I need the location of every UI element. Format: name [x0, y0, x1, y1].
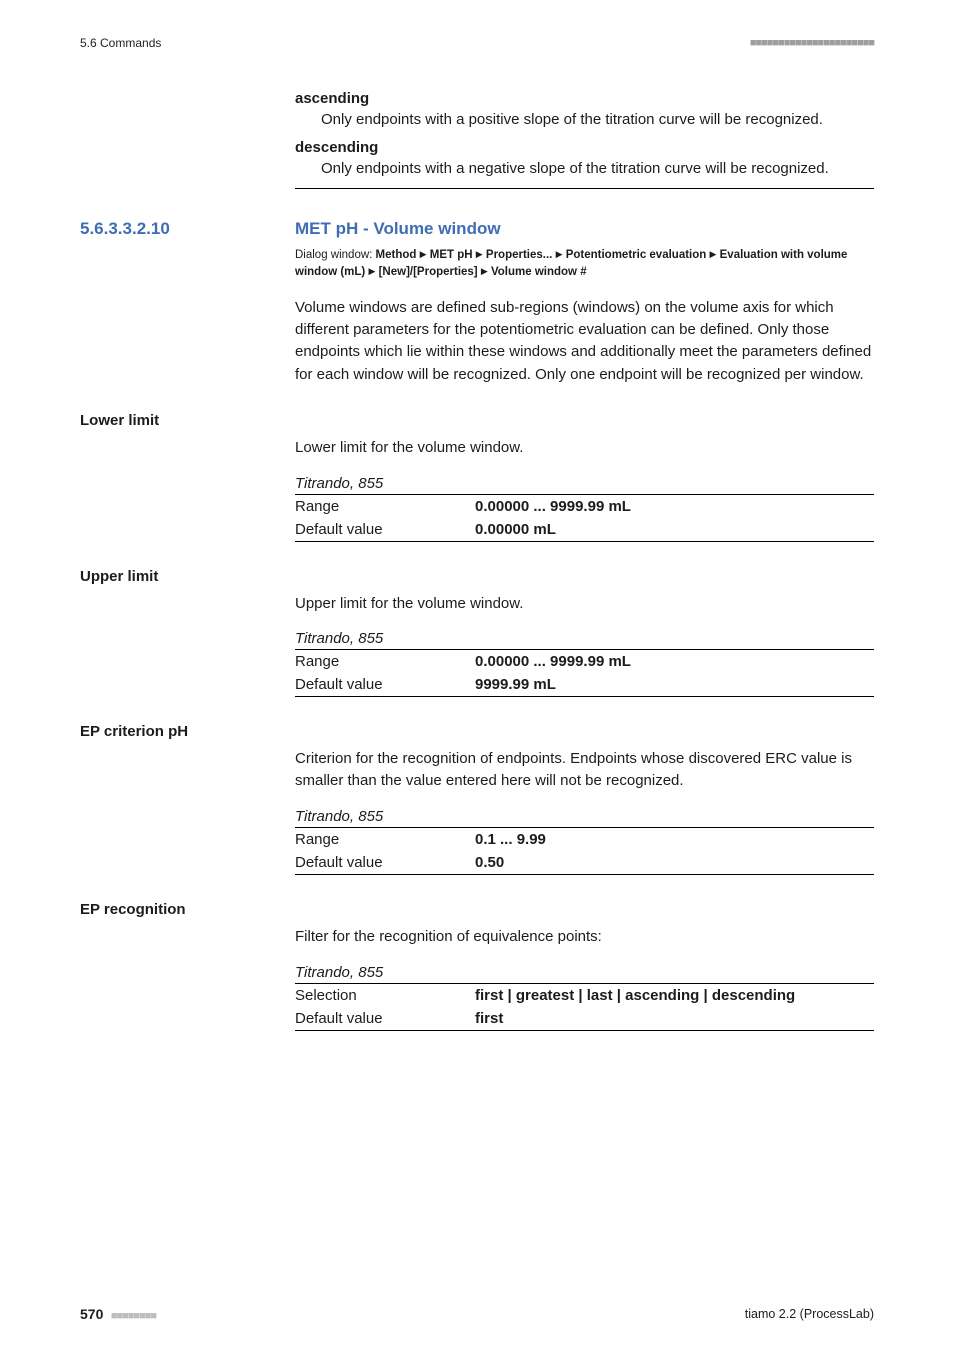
table-row: Range 0.1 ... 9.99 — [295, 827, 874, 851]
spec-key: Default value — [295, 851, 475, 875]
section-number: 5.6.3.3.2.10 — [80, 219, 295, 239]
footer-product: tiamo 2.2 (ProcessLab) — [745, 1307, 874, 1321]
spec-value: 0.50 — [475, 851, 874, 875]
spec-table: Range 0.00000 ... 9999.99 mL Default val… — [295, 649, 874, 697]
spec-key: Selection — [295, 983, 475, 1007]
field-block: Criterion for the recognition of endpoin… — [295, 748, 874, 875]
spec-device: Titrando, 855 — [295, 964, 874, 981]
field-label: EP recognition — [80, 901, 874, 918]
def-body: Only endpoints with a positive slope of … — [321, 109, 874, 131]
spec-value: first — [475, 1007, 874, 1031]
table-row: Default value 0.00000 mL — [295, 518, 874, 542]
spec-table: Range 0.00000 ... 9999.99 mL Default val… — [295, 494, 874, 542]
rule — [295, 188, 874, 189]
dialog-part: Method — [376, 249, 417, 261]
dialog-part: [New]/[Properties] — [379, 266, 478, 278]
footer-ornament: ■■■■■■■■ — [111, 1310, 156, 1322]
triangle-icon: ▶ — [710, 249, 717, 259]
field-label: Upper limit — [80, 568, 874, 585]
definitions-block: ascending Only endpoints with a positive… — [295, 90, 874, 189]
def-descending: descending Only endpoints with a negativ… — [295, 139, 874, 180]
spec-device: Titrando, 855 — [295, 808, 874, 825]
spec-value: 0.00000 ... 9999.99 mL — [475, 650, 874, 674]
footer-left: 570 ■■■■■■■■ — [80, 1306, 156, 1322]
table-row: Range 0.00000 ... 9999.99 mL — [295, 650, 874, 674]
spec-value: 0.1 ... 9.99 — [475, 827, 874, 851]
field-block: Upper limit for the volume window. Titra… — [295, 593, 874, 698]
header-left: 5.6 Commands — [80, 36, 161, 50]
page: 5.6 Commands ■■■■■■■■■■■■■■■■■■■■■■ asce… — [0, 0, 954, 1350]
spec-key: Range — [295, 827, 475, 851]
spec-value: 9999.99 mL — [475, 673, 874, 697]
page-number: 570 — [80, 1306, 103, 1322]
field-label: EP criterion pH — [80, 723, 874, 740]
table-row: Default value first — [295, 1007, 874, 1031]
triangle-icon: ▶ — [556, 249, 563, 259]
def-body: Only endpoints with a negative slope of … — [321, 158, 874, 180]
section-title: MET pH - Volume window — [295, 219, 501, 239]
field-block: Lower limit for the volume window. Titra… — [295, 437, 874, 542]
dialog-part: Properties... — [486, 249, 552, 261]
running-header: 5.6 Commands ■■■■■■■■■■■■■■■■■■■■■■ — [80, 36, 874, 50]
spec-key: Default value — [295, 1007, 475, 1031]
field-desc: Lower limit for the volume window. — [295, 437, 874, 459]
spec-key: Range — [295, 650, 475, 674]
triangle-icon: ▶ — [481, 266, 488, 276]
table-row: Range 0.00000 ... 9999.99 mL — [295, 494, 874, 518]
spec-key: Default value — [295, 673, 475, 697]
field-block: Filter for the recognition of equivalenc… — [295, 926, 874, 1031]
spec-table: Selection first | greatest | last | asce… — [295, 983, 874, 1031]
dialog-prefix: Dialog window: — [295, 249, 376, 261]
def-term: ascending — [295, 90, 874, 107]
dialog-part: MET pH — [430, 249, 473, 261]
spec-value: 0.00000 mL — [475, 518, 874, 542]
field-desc: Criterion for the recognition of endpoin… — [295, 748, 874, 792]
table-row: Selection first | greatest | last | asce… — [295, 983, 874, 1007]
def-ascending: ascending Only endpoints with a positive… — [295, 90, 874, 131]
field-desc: Upper limit for the volume window. — [295, 593, 874, 615]
section-heading: 5.6.3.3.2.10 MET pH - Volume window — [80, 219, 874, 239]
spec-table: Range 0.1 ... 9.99 Default value 0.50 — [295, 827, 874, 875]
section-body: Dialog window: Method ▶ MET pH ▶ Propert… — [295, 247, 874, 386]
header-ornament: ■■■■■■■■■■■■■■■■■■■■■■ — [750, 37, 874, 49]
dialog-part: Potentiometric evaluation — [566, 249, 707, 261]
spec-value: first | greatest | last | ascending | de… — [475, 983, 874, 1007]
page-footer: 570 ■■■■■■■■ tiamo 2.2 (ProcessLab) — [80, 1306, 874, 1322]
triangle-icon: ▶ — [420, 249, 427, 259]
spec-device: Titrando, 855 — [295, 630, 874, 647]
def-term: descending — [295, 139, 874, 156]
spec-device: Titrando, 855 — [295, 475, 874, 492]
triangle-icon: ▶ — [368, 266, 375, 276]
spec-key: Default value — [295, 518, 475, 542]
triangle-icon: ▶ — [476, 249, 483, 259]
field-label: Lower limit — [80, 412, 874, 429]
section-intro: Volume windows are defined sub-regions (… — [295, 297, 874, 386]
table-row: Default value 9999.99 mL — [295, 673, 874, 697]
table-row: Default value 0.50 — [295, 851, 874, 875]
field-desc: Filter for the recognition of equivalenc… — [295, 926, 874, 948]
spec-key: Range — [295, 494, 475, 518]
spec-value: 0.00000 ... 9999.99 mL — [475, 494, 874, 518]
dialog-path: Dialog window: Method ▶ MET pH ▶ Propert… — [295, 247, 874, 282]
dialog-part: Volume window # — [491, 266, 587, 278]
